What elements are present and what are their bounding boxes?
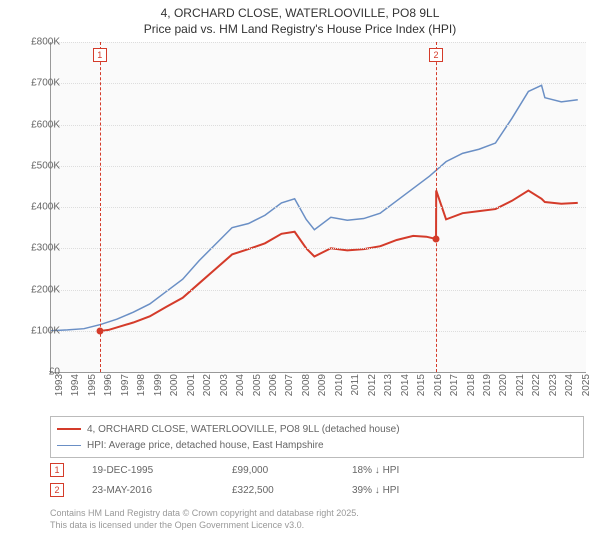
x-tick-label: 2001 [186, 374, 197, 404]
y-tick-label: £400K [15, 202, 60, 213]
footer-line2: This data is licensed under the Open Gov… [50, 520, 570, 532]
sale-dot [96, 328, 103, 335]
x-tick-label: 2025 [581, 374, 592, 404]
x-tick-label: 2007 [284, 374, 295, 404]
gridline-h [51, 42, 586, 43]
x-tick-label: 2004 [235, 374, 246, 404]
x-tick-label: 2013 [383, 374, 394, 404]
x-tick-label: 2000 [169, 374, 180, 404]
x-tick-label: 2006 [268, 374, 279, 404]
x-tick-label: 2005 [252, 374, 263, 404]
sale-marker-box: 1 [93, 48, 107, 62]
sales-table: 1 19-DEC-1995£99,00018% ↓ HPI 2 23-MAY-2016… [50, 460, 570, 500]
legend-label: 4, ORCHARD CLOSE, WATERLOOVILLE, PO8 9LL… [87, 424, 400, 435]
footer-text: Contains HM Land Registry data © Crown c… [50, 508, 570, 531]
x-tick-label: 2010 [334, 374, 345, 404]
sale-marker-line [100, 42, 101, 372]
sale-marker-line [436, 42, 437, 372]
gridline-h [51, 248, 586, 249]
x-tick-label: 1997 [120, 374, 131, 404]
x-tick-label: 2014 [400, 374, 411, 404]
legend-row: HPI: Average price, detached house, East… [57, 437, 577, 453]
sale-row: 2 23-MAY-2016£322,50039% ↓ HPI [50, 480, 570, 500]
sale-date: 19-DEC-1995 [92, 465, 232, 476]
x-tick-label: 2019 [482, 374, 493, 404]
x-tick-label: 2018 [466, 374, 477, 404]
legend-swatch [57, 428, 81, 430]
x-tick-label: 2003 [219, 374, 230, 404]
y-tick-label: £100K [15, 325, 60, 336]
chart-container: 4, ORCHARD CLOSE, WATERLOOVILLE, PO8 9LL… [0, 0, 600, 560]
gridline-h [51, 166, 586, 167]
footer-line1: Contains HM Land Registry data © Crown c… [50, 508, 570, 520]
title-address: 4, ORCHARD CLOSE, WATERLOOVILLE, PO8 9LL [0, 6, 600, 20]
sale-row-marker: 1 [50, 463, 64, 477]
x-tick-label: 1996 [103, 374, 114, 404]
series-price_paid [100, 191, 578, 332]
title-block: 4, ORCHARD CLOSE, WATERLOOVILLE, PO8 9LL… [0, 0, 600, 36]
y-tick-label: £800K [15, 37, 60, 48]
x-tick-label: 2016 [433, 374, 444, 404]
gridline-h [51, 290, 586, 291]
y-tick-label: £600K [15, 119, 60, 130]
x-tick-label: 2009 [317, 374, 328, 404]
sale-row-marker: 2 [50, 483, 64, 497]
x-tick-label: 2020 [498, 374, 509, 404]
x-tick-label: 1994 [70, 374, 81, 404]
plot-area: 12 [50, 42, 586, 373]
gridline-h [51, 331, 586, 332]
x-tick-label: 2015 [416, 374, 427, 404]
x-tick-label: 2011 [350, 374, 361, 404]
sale-price: £322,500 [232, 485, 352, 496]
legend-box: 4, ORCHARD CLOSE, WATERLOOVILLE, PO8 9LL… [50, 416, 584, 458]
x-tick-label: 2012 [367, 374, 378, 404]
y-tick-label: £500K [15, 160, 60, 171]
sale-price: £99,000 [232, 465, 352, 476]
sale-row: 1 19-DEC-1995£99,00018% ↓ HPI [50, 460, 570, 480]
sale-diff: 39% ↓ HPI [352, 485, 492, 496]
gridline-h [51, 125, 586, 126]
x-tick-label: 2002 [202, 374, 213, 404]
legend-label: HPI: Average price, detached house, East… [87, 440, 324, 451]
x-tick-label: 2024 [564, 374, 575, 404]
sale-dot [433, 235, 440, 242]
sale-date: 23-MAY-2016 [92, 485, 232, 496]
y-tick-label: £200K [15, 284, 60, 295]
x-tick-label: 2017 [449, 374, 460, 404]
sale-diff: 18% ↓ HPI [352, 465, 492, 476]
y-tick-label: £700K [15, 78, 60, 89]
sale-marker-box: 2 [429, 48, 443, 62]
x-tick-label: 1993 [54, 374, 65, 404]
y-tick-label: £300K [15, 243, 60, 254]
gridline-h [51, 83, 586, 84]
x-tick-label: 2008 [301, 374, 312, 404]
x-tick-label: 2022 [531, 374, 542, 404]
legend-swatch [57, 445, 81, 446]
x-tick-label: 2021 [515, 374, 526, 404]
legend-row: 4, ORCHARD CLOSE, WATERLOOVILLE, PO8 9LL… [57, 421, 577, 437]
x-tick-label: 1999 [153, 374, 164, 404]
x-tick-label: 2023 [548, 374, 559, 404]
x-tick-label: 1995 [87, 374, 98, 404]
title-subtitle: Price paid vs. HM Land Registry's House … [0, 22, 600, 36]
gridline-h [51, 207, 586, 208]
x-tick-label: 1998 [136, 374, 147, 404]
